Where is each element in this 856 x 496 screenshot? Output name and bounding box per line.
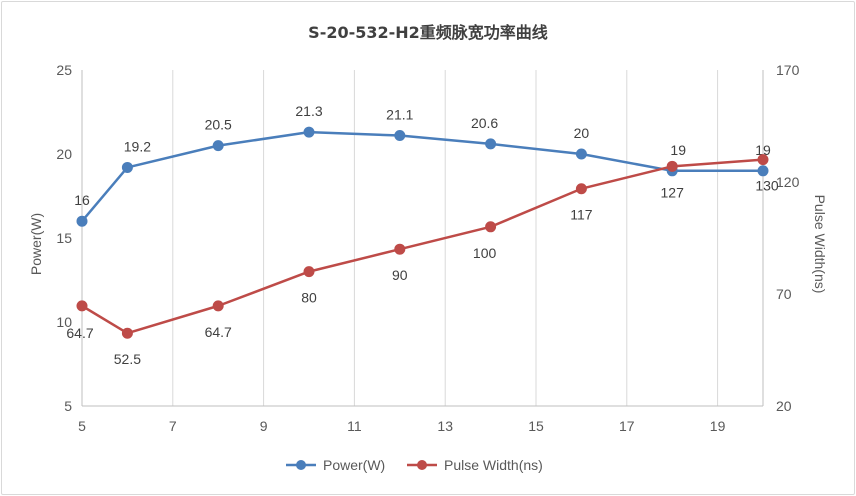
chart-title: S-20-532-H2重频脉宽功率曲线: [308, 23, 548, 42]
legend-marker-1: [417, 460, 427, 470]
y-left-tick-label-5: 5: [64, 398, 72, 414]
y-right-tick-label-70: 70: [776, 286, 792, 302]
data-point-1-6: [575, 183, 587, 195]
data-point-0-8: [757, 165, 769, 177]
y-right-tick-label-20: 20: [776, 398, 792, 414]
data-label-0-2: 20.5: [205, 117, 232, 133]
y-axis-right-title: Pulse Width(ns): [812, 195, 828, 294]
y-left-tick-label-20: 20: [56, 146, 72, 162]
data-point-0-6: [575, 148, 587, 160]
data-point-1-1: [121, 327, 133, 339]
data-label-1-2: 64.7: [205, 324, 232, 340]
data-label-0-8: 19: [755, 142, 771, 158]
data-label-0-0: 16: [74, 192, 90, 208]
data-label-0-1: 19.2: [124, 138, 151, 154]
x-tick-label-13: 13: [437, 418, 453, 434]
x-tick-label-19: 19: [710, 418, 726, 434]
data-label-0-6: 20: [574, 125, 590, 141]
x-tick-label-9: 9: [260, 418, 268, 434]
legend-label-0: Power(W): [323, 457, 385, 473]
data-point-1-0: [76, 300, 88, 312]
x-tick-label-5: 5: [78, 418, 86, 434]
legend-marker-0: [296, 460, 306, 470]
data-point-0-4: [394, 130, 406, 142]
data-label-1-1: 52.5: [114, 351, 141, 367]
data-label-0-3: 21.3: [295, 103, 322, 119]
series-line-0: [81, 130, 763, 223]
data-label-1-0: 64.7: [66, 325, 93, 341]
data-point-1-7: [666, 160, 678, 172]
legend: Power(W) Pulse Width(ns): [286, 457, 543, 473]
data-label-0-7: 19: [670, 142, 686, 158]
y-left-tick-label-25: 25: [56, 62, 72, 78]
x-tick-label-11: 11: [347, 418, 362, 434]
x-tick-label-7: 7: [169, 418, 177, 434]
series-layer: 16 19.2 20.5 21.3 21.1 20.6 20 19 19 64.7 52.5 64.7…: [66, 103, 779, 367]
data-point-0-2: [212, 140, 224, 152]
data-label-0-4: 21.1: [386, 107, 413, 123]
x-tick-label-15: 15: [528, 418, 544, 434]
data-point-0-3: [303, 126, 315, 138]
data-point-0-1: [121, 161, 133, 173]
data-label-1-3: 80: [301, 290, 317, 306]
grid-lines: [172, 70, 719, 406]
data-point-1-4: [394, 243, 406, 255]
data-label-0-5: 20.6: [471, 115, 498, 131]
x-tick-label-17: 17: [619, 418, 635, 434]
data-point-1-2: [212, 300, 224, 312]
data-label-1-5: 100: [473, 245, 497, 261]
data-point-1-5: [485, 221, 497, 233]
y-axis-left-title: Power(W): [28, 213, 44, 275]
data-label-1-7: 127: [661, 184, 685, 200]
data-label-1-8: 130: [755, 178, 779, 194]
y-left-tick-label-10: 10: [56, 314, 72, 330]
data-point-1-3: [303, 266, 315, 278]
y-right-tick-label-170: 170: [776, 62, 800, 78]
data-label-1-6: 117: [570, 207, 593, 223]
axes: 5 7 9 11 13 15 17 19 5 10 15 20 25 20 70 120 170: [56, 62, 799, 434]
data-label-1-4: 90: [392, 267, 408, 283]
legend-label-1: Pulse Width(ns): [444, 457, 543, 473]
data-point-1-8: [757, 154, 769, 166]
y-right-tick-label-120: 120: [776, 174, 800, 190]
data-point-0-0: [76, 215, 88, 227]
y-left-tick-label-15: 15: [56, 230, 72, 246]
data-point-0-5: [485, 138, 497, 150]
